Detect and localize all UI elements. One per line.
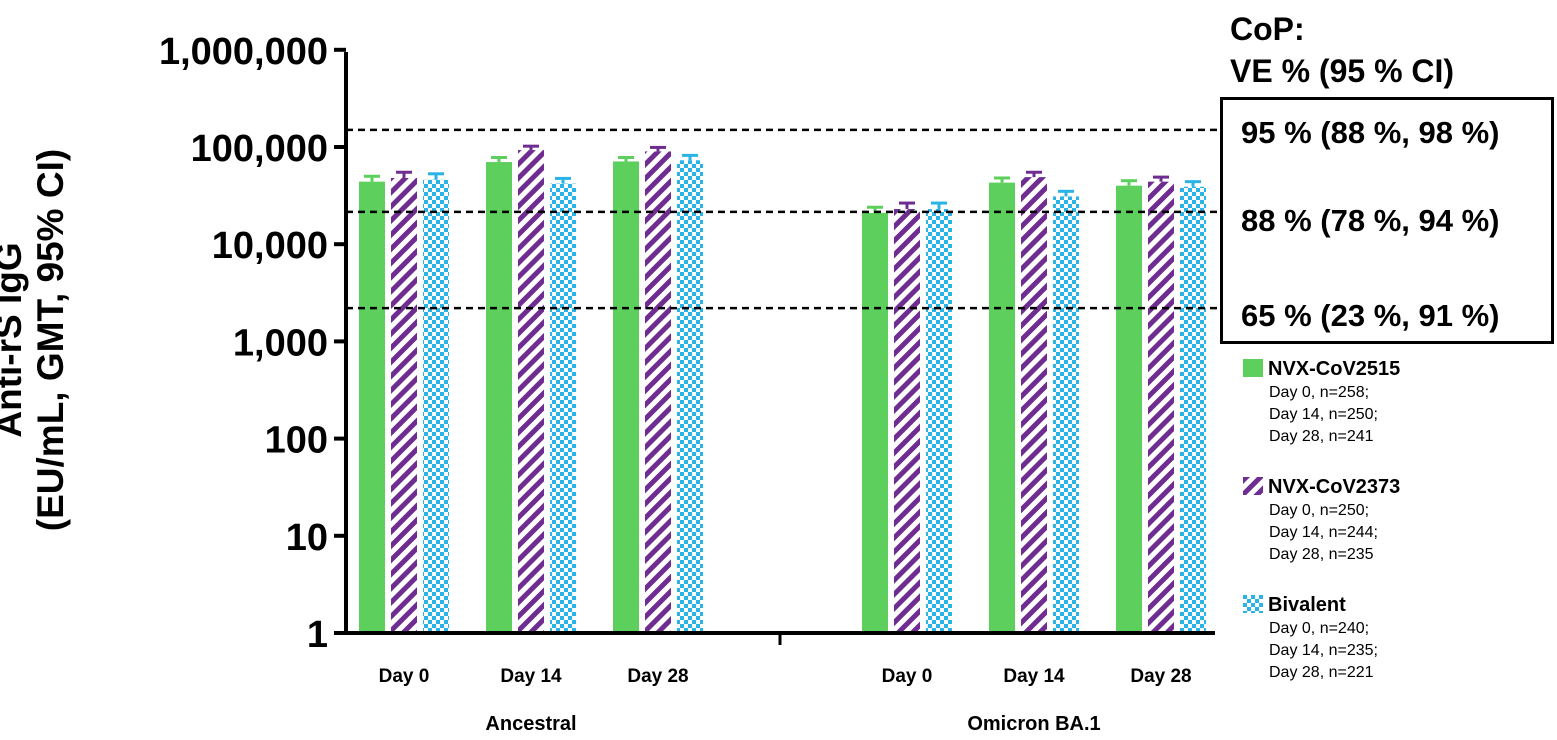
x-tick-label: Day 28: [1130, 666, 1191, 687]
bar: [677, 160, 703, 633]
bar: [989, 182, 1015, 633]
bar: [645, 151, 671, 633]
legend-n-line: Day 28, n=241: [1269, 428, 1374, 445]
cop-box: 95 % (88 %, 98 %) 88 % (78 %, 94 %) 65 %…: [1220, 97, 1554, 344]
bar: [1116, 185, 1142, 634]
cop-heading-line1: CoP:: [1230, 11, 1305, 47]
legend-n-line: Day 0, n=258;: [1269, 384, 1370, 401]
cop-item-95: 95 % (88 %, 98 %): [1241, 115, 1500, 150]
cop-item-65: 65 % (23 %, 91 %): [1241, 298, 1500, 333]
x-tick-label: Day 28: [627, 666, 688, 687]
legend-name: NVX-CoV2515: [1268, 358, 1401, 380]
x-ticks: Day 0 Day 14 Day 28 Ancestral Day 0 Day 14 Day…: [379, 666, 1192, 735]
bar: [1180, 186, 1206, 633]
x-tick-label: Day 14: [1003, 666, 1065, 687]
x-group-label: Omicron BA.1: [967, 713, 1100, 735]
legend: NVX-CoV2515 Day 0, n=258; Day 14, n=250;…: [1243, 356, 1543, 710]
y-tick-label: 100: [265, 420, 328, 462]
y-tick-label: 10: [286, 517, 328, 559]
y-tick-label: 100,000: [191, 128, 328, 170]
legend-n-line: Day 0, n=240;: [1269, 620, 1370, 637]
legend-name: NVX-CoV2373: [1268, 476, 1401, 498]
legend-swatch-checker: [1243, 595, 1263, 613]
legend-n-line: Day 14, n=244;: [1269, 524, 1378, 541]
legend-title: NVX-CoV2373: [1243, 474, 1543, 500]
bar: [613, 161, 639, 633]
legend-entry-nvx-cov2515: NVX-CoV2515 Day 0, n=258; Day 14, n=250;…: [1243, 356, 1543, 474]
x-tick-label: Day 0: [379, 666, 430, 687]
y-axis-label-line2: (EU/mL, GMT, 95% CI): [30, 148, 71, 532]
legend-n-line: Day 0, n=250;: [1269, 502, 1370, 519]
bars-layer: [359, 144, 1206, 634]
legend-n-line: Day 14, n=250;: [1269, 406, 1378, 423]
bar: [486, 162, 512, 634]
axes: [344, 52, 1215, 645]
legend-entry-bivalent: Bivalent Day 0, n=240; Day 14, n=235; Da…: [1243, 592, 1543, 710]
bar: [359, 181, 385, 633]
cop-heading-line2: VE % (95 % CI): [1230, 53, 1455, 89]
y-tick-label: 1,000: [233, 322, 328, 364]
y-tick-label: 1,000,000: [159, 31, 328, 73]
bar: [1053, 196, 1079, 633]
x-group-label: Ancestral: [485, 713, 576, 735]
legend-name: Bivalent: [1268, 594, 1346, 616]
legend-swatch-stripes: [1243, 477, 1263, 495]
legend-n-line: Day 28, n=221: [1269, 664, 1374, 681]
bar: [862, 212, 888, 633]
bar: [391, 177, 417, 634]
bar: [894, 209, 920, 634]
legend-title: Bivalent: [1243, 592, 1543, 618]
bar: [1148, 181, 1174, 633]
x-tick-label: Day 0: [882, 666, 933, 687]
bar: [926, 209, 952, 634]
legend-swatch-solid: [1243, 359, 1263, 377]
bar: [518, 150, 544, 633]
y-tick-label: 10,000: [212, 225, 328, 267]
x-tick-label: Day 14: [500, 666, 562, 687]
y-ticks: 1,000,000 100,000 10,000 1,000 100 10 1: [159, 31, 346, 656]
y-tick-label: 1: [307, 614, 328, 656]
bar: [550, 183, 576, 633]
legend-title: NVX-CoV2515: [1243, 356, 1543, 382]
y-axis-label-line1: Anti-rS IgG: [0, 242, 29, 438]
bar: [1021, 177, 1047, 633]
cop-heading: CoP: VE % (95 % CI): [1230, 8, 1454, 92]
legend-n-line: Day 14, n=235;: [1269, 642, 1378, 659]
legend-n-line: Day 28, n=235: [1269, 546, 1374, 563]
reference-lines: [346, 128, 1220, 310]
legend-entry-nvx-cov2373: NVX-CoV2373 Day 0, n=250; Day 14, n=244;…: [1243, 474, 1543, 592]
cop-item-88: 88 % (78 %, 94 %): [1241, 203, 1500, 238]
bar: [423, 179, 449, 633]
